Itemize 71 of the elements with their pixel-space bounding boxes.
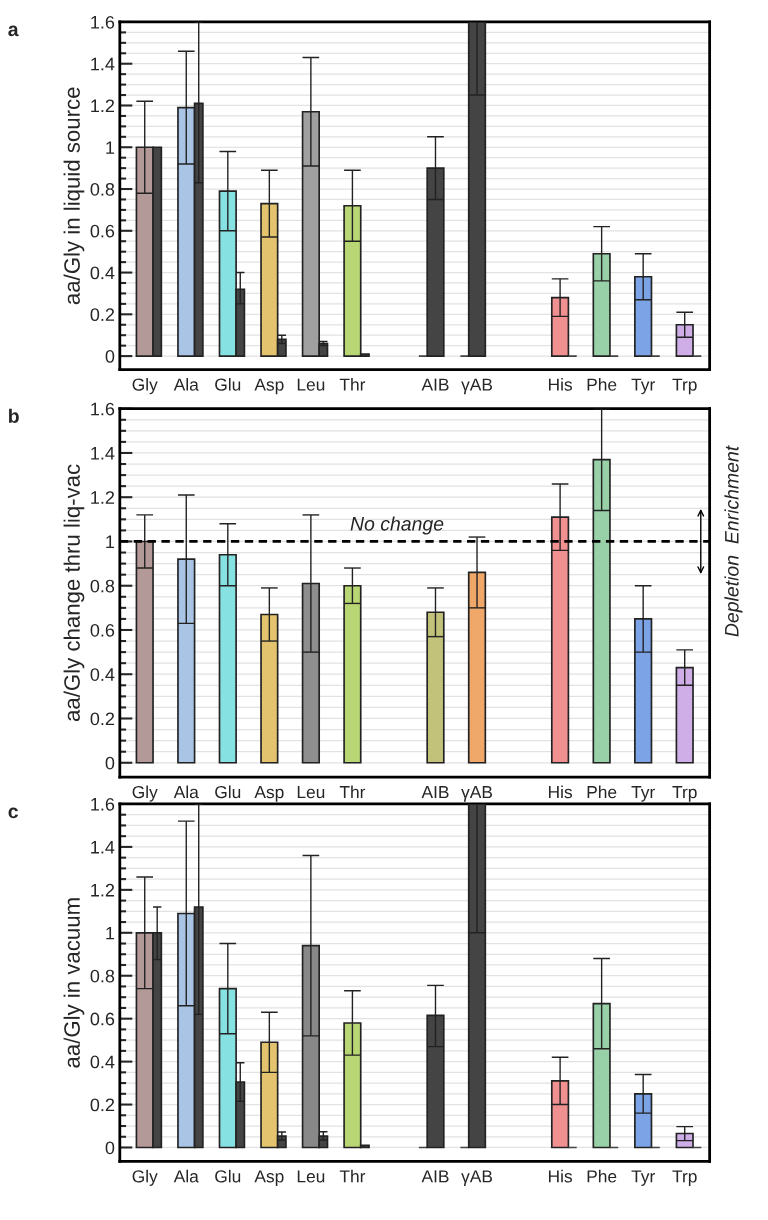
x-tick-label: His [548,377,573,391]
x-tick-label: γAB [461,1170,493,1186]
x-tick-label: γAB [461,786,493,802]
x-tick-label: His [548,785,573,799]
y-tick-label: 1.2 [91,99,115,113]
text: Depletion Enrichment [724,445,743,637]
x-tick-label: Trp [672,786,697,802]
x-tick-label: Asp [254,378,284,395]
y-tick-label: 0.6 [90,1012,115,1026]
x-tick-label: Ala [173,377,199,391]
y-tick-label: 1.4 [91,447,115,460]
y-tick-label: 1.4 [91,841,115,854]
y-tick-label: 0 [105,350,115,363]
y-tick-label: 0.8 [90,182,115,196]
x-tick-label: His [548,1169,573,1183]
x-tick-label: Leu [297,1170,325,1183]
y-tick-label: 0.8 [90,969,115,983]
y-tick-label: 1 [106,926,115,940]
y-tick-label: 0.8 [90,579,115,593]
x-tick-label: Thr [339,785,366,799]
x-tick-label: Thr [339,1169,366,1183]
x-tick-label: Phe [587,1169,617,1183]
chart-title: b [9,408,19,423]
x-tick-label: Tyr [631,378,655,395]
y-axis-title: aa/Gly in vacuum [63,898,85,1068]
x-tick-label: Leu [297,378,325,391]
x-tick-label: Asp [254,1170,284,1186]
y-tick-label: 0 [105,756,115,770]
y-axis-title: aa/Gly change thru liq-vac [63,464,85,722]
x-tick-label: AIB [421,1170,449,1183]
y-tick-label: 0.2 [90,1098,115,1112]
x-tick-label: AIB [421,378,449,391]
x-tick-label: Phe [587,377,617,391]
y-tick-label: 1.2 [91,883,115,897]
x-tick-label: Ala [173,1169,199,1183]
chart-title: c [8,807,18,819]
y-tick-label: 1.6 [91,797,115,811]
y-tick-label: 0.2 [90,712,115,726]
y-axis-title: aa/Gly in liquid source [63,87,85,305]
x-tick-label: Gly [132,785,158,802]
y-tick-label: 0.4 [90,1055,115,1069]
ref-line-label: No change [350,516,444,535]
x-tick-label: Tyr [631,1170,655,1186]
x-tick-label: Trp [672,378,697,395]
y-tick-label: 0.4 [90,266,115,280]
y-tick-label: 0.6 [90,623,115,637]
x-tick-label: Gly [132,377,158,395]
x-tick-label: Leu [297,786,325,799]
y-tick-label: 1 [106,141,115,154]
y-tick-label: 1.6 [91,15,115,29]
x-tick-label: AIB [421,786,449,799]
x-tick-label: Phe [587,785,617,799]
x-tick-label: Glu [215,785,241,799]
x-tick-label: Glu [215,1169,241,1183]
y-tick-label: 0.2 [90,308,115,322]
x-tick-label: γAB [461,378,493,395]
chart-title: a [8,25,19,37]
x-tick-label: Thr [339,377,366,391]
y-tick-label: 1.2 [91,491,115,504]
x-tick-label: Glu [215,377,241,391]
y-tick-label: 1.6 [91,402,115,416]
y-tick-label: 1.4 [91,57,115,71]
y-tick-label: 0.4 [90,668,115,681]
y-tick-label: 0 [105,1141,115,1155]
x-tick-label: Tyr [631,786,655,802]
x-tick-label: Gly [132,1169,158,1186]
x-tick-label: Ala [173,785,199,799]
y-tick-label: 0.6 [90,224,115,238]
x-tick-label: Asp [254,786,284,802]
y-tick-label: 1 [106,535,115,549]
x-tick-label: Trp [672,1170,697,1186]
